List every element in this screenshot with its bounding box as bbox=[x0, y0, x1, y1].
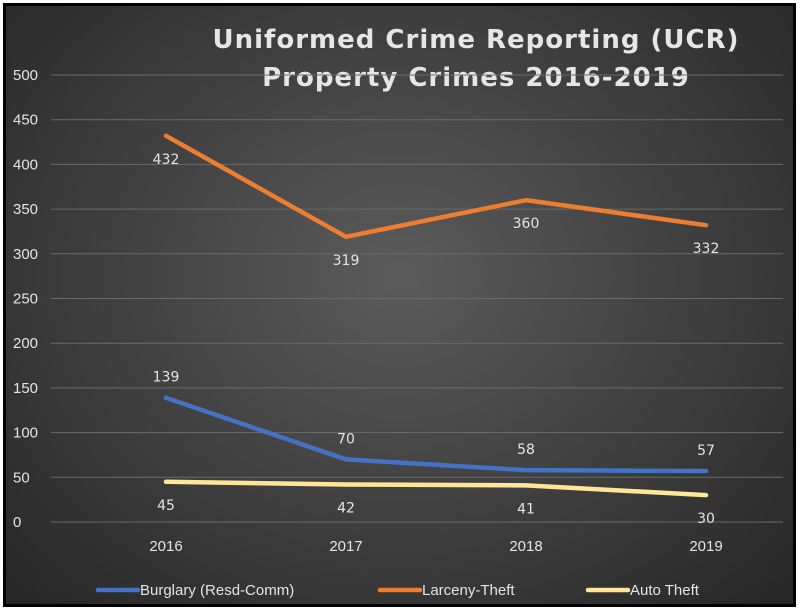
data-label: 319 bbox=[333, 253, 360, 269]
data-label: 360 bbox=[513, 216, 540, 232]
y-tick-label: 400 bbox=[13, 156, 38, 173]
y-tick-label: 500 bbox=[13, 67, 38, 84]
legend-label: Auto Theft bbox=[630, 582, 700, 599]
chart-frame: Uniformed Crime Reporting (UCR) Property… bbox=[3, 3, 796, 607]
series-layer bbox=[163, 133, 709, 498]
y-tick-label: 350 bbox=[13, 201, 38, 218]
y-tick-label: 0 bbox=[13, 514, 21, 531]
data-label: 70 bbox=[337, 431, 355, 447]
series-line-1 bbox=[163, 133, 709, 240]
data-label: 432 bbox=[153, 152, 180, 168]
y-axis: 0 50 100 150 200 250 300 350 400 450 500 bbox=[13, 67, 38, 531]
data-label: 139 bbox=[153, 370, 180, 386]
x-axis: 2016 2017 2018 2019 bbox=[149, 538, 722, 555]
legend-item-2: Auto Theft bbox=[585, 582, 700, 599]
line-chart: Uniformed Crime Reporting (UCR) Property… bbox=[13, 25, 783, 599]
legend-item-1: Larceny-Theft bbox=[377, 582, 515, 599]
data-label: 30 bbox=[697, 511, 715, 527]
data-label: 332 bbox=[693, 241, 720, 257]
grid-layer bbox=[51, 74, 783, 523]
y-tick-label: 50 bbox=[13, 469, 30, 486]
y-tick-label: 200 bbox=[13, 335, 38, 352]
data-label: 58 bbox=[517, 442, 535, 458]
legend-label: Larceny-Theft bbox=[422, 582, 515, 599]
chart-title: Uniformed Crime Reporting (UCR) Property… bbox=[213, 25, 740, 93]
y-tick-label: 100 bbox=[13, 425, 38, 442]
y-tick-label: 450 bbox=[13, 112, 38, 129]
y-tick-label: 300 bbox=[13, 246, 38, 263]
chart-title-line-1: Uniformed Crime Reporting (UCR) bbox=[213, 25, 740, 55]
x-tick-label: 2018 bbox=[509, 538, 542, 555]
legend-label: Burglary (Resd-Comm) bbox=[140, 582, 294, 599]
data-label: 42 bbox=[337, 500, 355, 516]
legend-item-0: Burglary (Resd-Comm) bbox=[95, 582, 294, 599]
x-tick-label: 2019 bbox=[689, 538, 722, 555]
x-tick-label: 2017 bbox=[329, 538, 362, 555]
data-labels: 139 70 58 57 432 319 360 332 45 42 41 30 bbox=[153, 152, 720, 527]
data-label: 57 bbox=[697, 443, 715, 459]
y-tick-label: 250 bbox=[13, 291, 38, 308]
data-label: 45 bbox=[157, 498, 175, 514]
y-tick-label: 150 bbox=[13, 380, 38, 397]
data-label: 41 bbox=[517, 501, 535, 517]
legend: Burglary (Resd-Comm) Larceny-Theft Auto Th… bbox=[95, 582, 700, 599]
chart-title-line-2: Property Crimes 2016-2019 bbox=[262, 63, 690, 93]
series-line-2 bbox=[163, 479, 709, 498]
series-line-0 bbox=[163, 395, 709, 474]
x-tick-label: 2016 bbox=[149, 538, 182, 555]
